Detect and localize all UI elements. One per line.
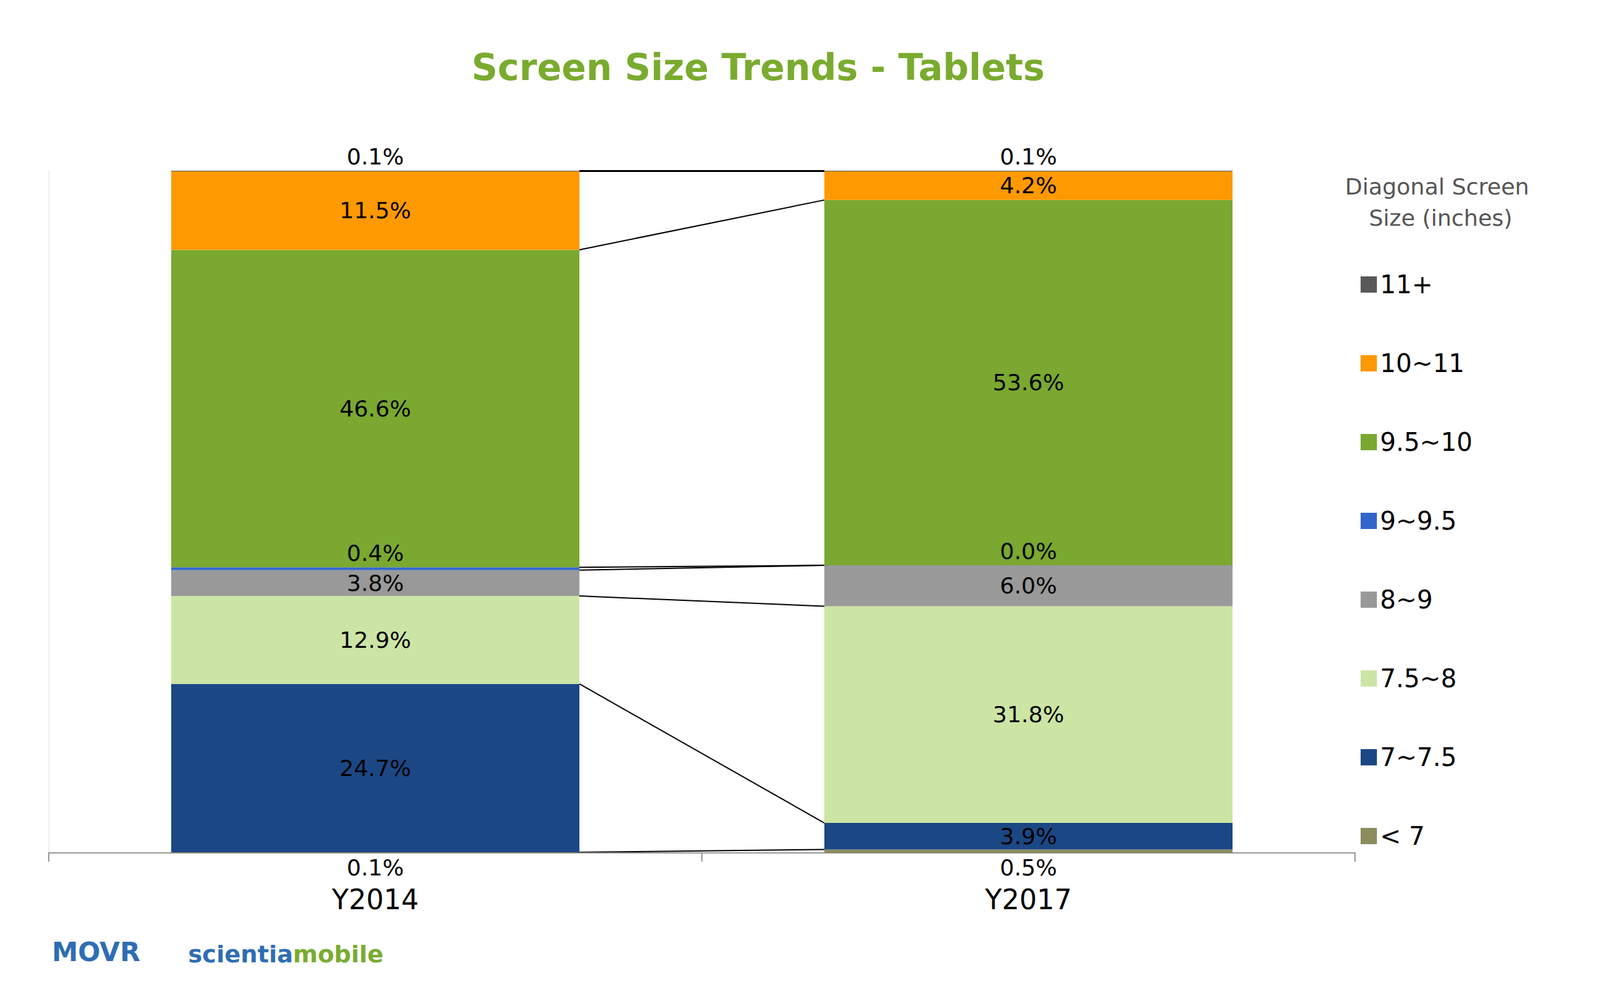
svg-text:0.0%: 0.0% xyxy=(1000,538,1057,564)
svg-text:11+: 11+ xyxy=(1380,270,1433,299)
svg-text:4.2%: 4.2% xyxy=(1000,172,1057,199)
svg-text:0.1%: 0.1% xyxy=(346,854,404,880)
svg-text:7~7.5: 7~7.5 xyxy=(1380,742,1457,772)
svg-text:Y2017: Y2017 xyxy=(984,883,1072,915)
svg-text:MOVR: MOVR xyxy=(51,936,140,967)
svg-text:Diagonal Screen: Diagonal Screen xyxy=(1345,173,1537,200)
svg-text:53.6%: 53.6% xyxy=(992,369,1064,395)
svg-text:46.6%: 46.6% xyxy=(339,395,411,422)
svg-text:8~9: 8~9 xyxy=(1380,585,1433,614)
svg-text:Screen Size Trends - Tablets: Screen Size Trends - Tablets xyxy=(471,46,1045,89)
svg-text:0.5%: 0.5% xyxy=(1000,854,1057,880)
svg-text:7.5~8: 7.5~8 xyxy=(1380,663,1457,693)
svg-text:Size (inches): Size (inches) xyxy=(1368,205,1513,231)
svg-text:0.1%: 0.1% xyxy=(1000,143,1057,170)
svg-text:24.7%: 24.7% xyxy=(339,755,411,781)
svg-text:3.9%: 3.9% xyxy=(1000,823,1057,849)
svg-text:Y2014: Y2014 xyxy=(331,883,419,915)
svg-text:0.4%: 0.4% xyxy=(346,540,404,566)
svg-text:0.1%: 0.1% xyxy=(346,143,404,170)
svg-text:mobile: mobile xyxy=(293,940,384,968)
svg-text:< 7: < 7 xyxy=(1380,821,1425,850)
svg-text:10~11: 10~11 xyxy=(1380,348,1465,378)
svg-text:scientia: scientia xyxy=(188,940,294,968)
svg-text:3.8%: 3.8% xyxy=(346,570,404,596)
svg-text:31.8%: 31.8% xyxy=(992,701,1064,727)
svg-text:6.0%: 6.0% xyxy=(1000,572,1057,599)
svg-text:9~9.5: 9~9.5 xyxy=(1380,506,1457,535)
svg-text:11.5%: 11.5% xyxy=(339,197,411,224)
svg-text:12.9%: 12.9% xyxy=(339,626,411,653)
svg-text:9.5~10: 9.5~10 xyxy=(1380,427,1473,457)
